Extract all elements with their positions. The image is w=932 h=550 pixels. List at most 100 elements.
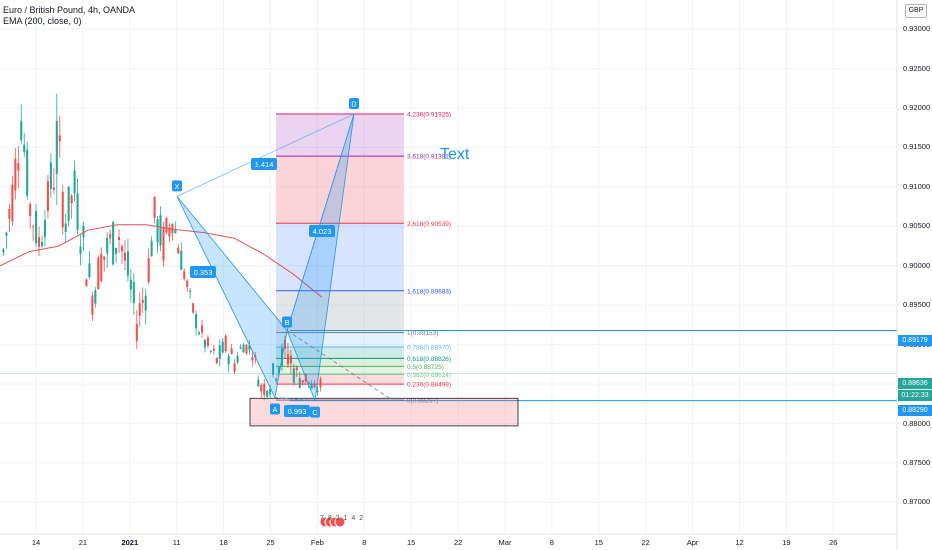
pattern-point-c: C: [310, 406, 320, 418]
x-tick-label: 12: [735, 538, 744, 547]
fib-zones: [276, 113, 404, 400]
y-tick-label: 0.89500: [903, 300, 931, 310]
pattern-ratio-3: 1.414: [251, 158, 277, 170]
candle-body: [118, 237, 121, 241]
candle-body: [153, 196, 156, 218]
fib-label: 1(0.89153): [407, 330, 438, 337]
candle-body: [8, 208, 11, 219]
fib-label: 0.236(0.88499): [407, 382, 451, 389]
fib-label: 3.618(0.91391): [407, 154, 451, 161]
candle-body: [215, 357, 218, 364]
pattern-xd-line: [176, 113, 355, 197]
candle-body: [298, 378, 301, 388]
candle-body: [2, 249, 5, 253]
fib-zone: [276, 156, 404, 224]
fib-zone: [276, 384, 404, 400]
y-tick-label: 0.88000: [903, 418, 931, 428]
candle-body: [82, 225, 85, 238]
fib-label: 0.786(0.88970): [407, 345, 451, 352]
candle-body: [307, 381, 310, 384]
candle-body: [221, 341, 224, 353]
candle-body: [112, 222, 115, 265]
pattern-point-a: A: [270, 403, 280, 415]
fib-zone: [276, 366, 404, 375]
candle-body: [11, 184, 14, 222]
candle-body: [97, 257, 100, 290]
candle-body: [180, 250, 183, 270]
y-tick-label: 0.90500: [903, 221, 931, 231]
text-annotation[interactable]: Text: [440, 146, 470, 163]
pattern-point-badge: [172, 180, 182, 192]
x-tick-label: Feb: [310, 538, 324, 547]
candle-body: [17, 163, 20, 171]
candle-body: [5, 232, 8, 236]
candle-body: [26, 149, 29, 196]
pattern-ratio-label: 0.993: [288, 407, 307, 416]
candle-body: [310, 383, 313, 389]
candle-body: [203, 340, 206, 348]
candle-body: [70, 195, 73, 204]
candle-body: [14, 158, 17, 191]
candle-body: [94, 290, 97, 304]
candle-body: [165, 217, 168, 233]
candle-body: [43, 219, 46, 238]
candle-body: [109, 234, 112, 239]
chart-grid: [0, 0, 897, 534]
candle-body: [49, 162, 52, 190]
candle-body: [159, 215, 162, 246]
fib-zone: [276, 374, 404, 385]
candle-body: [218, 345, 221, 359]
x-tick-label: 22: [453, 538, 463, 547]
pattern-point-d: D: [349, 97, 359, 109]
pattern-ratio-2: 4.023: [309, 225, 335, 237]
x-tick-label: 19: [782, 538, 791, 547]
candle-body: [135, 323, 138, 342]
indicator-legend[interactable]: EMA (200, close, 0): [3, 16, 82, 26]
pattern-ratio-badge: [190, 266, 216, 278]
fib-zone: [276, 347, 404, 359]
candle-body: [269, 388, 272, 395]
candle-body: [289, 355, 292, 364]
fib-label: 0.618(0.88826): [407, 356, 451, 363]
candle-body: [103, 256, 106, 260]
horizontal-lines: [0, 330, 897, 402]
current-price-tag: 0.88636: [898, 378, 932, 389]
candle-body: [186, 280, 189, 288]
candle-body: [192, 303, 195, 313]
x-tick-label: 22: [641, 538, 650, 547]
candle-body: [174, 229, 177, 233]
candle-body: [177, 247, 180, 254]
candle-body: [123, 252, 126, 261]
candle-body: [67, 186, 70, 221]
candles: [2, 93, 322, 401]
candle-body: [115, 247, 118, 254]
candle-body: [239, 347, 242, 349]
x-tick-label: Mar: [498, 538, 512, 547]
candle-body: [35, 211, 38, 244]
candle-body: [295, 367, 298, 371]
candle-body: [278, 367, 281, 374]
x-tick-label: 11: [172, 538, 181, 547]
currency-button[interactable]: GBP: [905, 4, 927, 18]
pattern-point-badge: [349, 97, 359, 109]
ema-line: [0, 224, 323, 298]
x-tick-label: Apr: [686, 538, 699, 547]
pattern-ratio-badge: [284, 405, 310, 417]
x-tick-label: 2021: [121, 538, 139, 547]
candle-body: [32, 226, 35, 228]
candle-body: [236, 355, 239, 363]
candle-body: [38, 237, 41, 247]
y-tick-label: 0.92500: [903, 63, 931, 73]
pattern-bcd-triangle: [286, 113, 355, 403]
candle-body: [248, 345, 251, 350]
candle-body: [200, 325, 204, 333]
candle-body: [138, 303, 141, 316]
candle-body: [198, 332, 201, 335]
fib-label: 4.236(0.91925): [407, 111, 451, 118]
events-label[interactable]: 7 8 2 1 4 2: [320, 515, 365, 522]
pattern-point-label: C: [312, 408, 318, 417]
pattern-ac-line: [274, 397, 316, 402]
candle-body: [100, 253, 103, 282]
symbol-title[interactable]: Euro / British Pound, 4h, OANDA: [3, 5, 136, 15]
